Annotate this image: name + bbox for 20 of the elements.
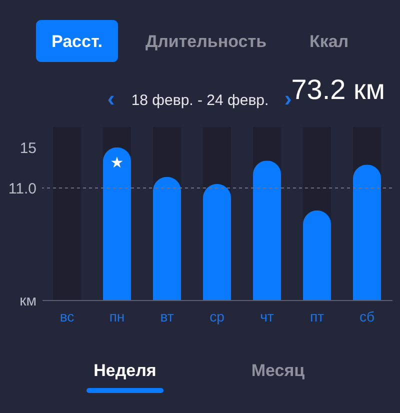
annotation: ★ bbox=[110, 153, 124, 172]
text: Неделя bbox=[94, 361, 156, 380]
text: Расст. bbox=[51, 32, 103, 51]
text: › bbox=[284, 86, 292, 111]
text: Длительность bbox=[145, 32, 267, 51]
x-tick-label: вт bbox=[160, 308, 174, 324]
x-tick-label: вс bbox=[60, 308, 74, 324]
text: Ккал bbox=[309, 32, 349, 51]
text: Месяц bbox=[251, 361, 306, 380]
x-tick-label: чт bbox=[260, 308, 274, 324]
text: ‹ bbox=[107, 86, 115, 111]
chart-subtitle: 18 февр. - 24 февр. bbox=[131, 92, 269, 109]
y-tick-label: 11.0 bbox=[8, 180, 36, 198]
x-tick-label: сб bbox=[359, 308, 375, 324]
x-tick-label: пн bbox=[109, 308, 125, 324]
x-tick-label: пт bbox=[310, 308, 325, 324]
y-tick-label: км bbox=[20, 292, 36, 310]
x-tick-label: ср bbox=[210, 308, 225, 324]
chart-title: 73.2 км bbox=[291, 74, 385, 105]
y-tick-label: 15 bbox=[20, 140, 36, 157]
